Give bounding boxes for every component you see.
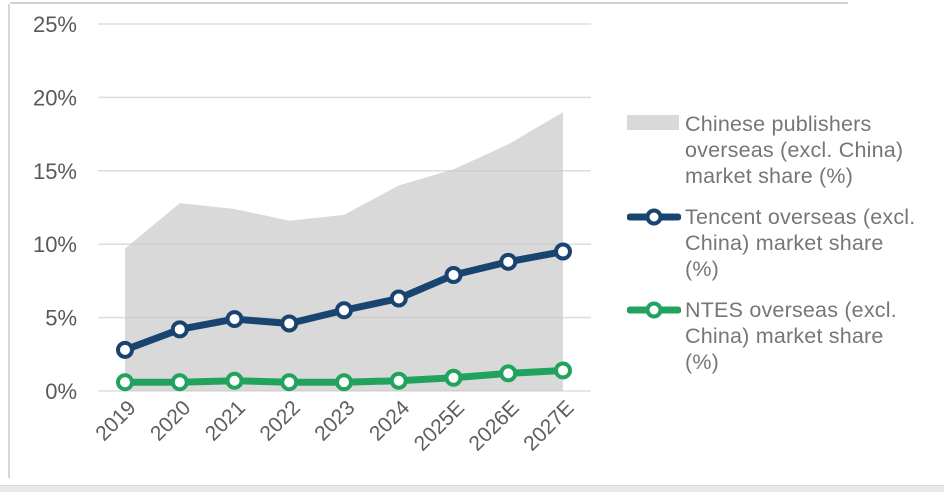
- data-point-marker: [335, 301, 353, 320]
- data-point-marker: [280, 373, 299, 392]
- y-axis-tick-label: 15%: [33, 159, 77, 184]
- data-point-marker: [280, 314, 299, 333]
- legend-label-line: market share (%): [685, 164, 854, 188]
- data-point-marker: [170, 373, 189, 392]
- data-point-marker: [499, 252, 518, 271]
- area-series: [125, 112, 563, 391]
- x-axis-tick-label: 2026E: [465, 396, 524, 455]
- legend-label: NTES overseas (excl. China) market share…: [685, 297, 897, 375]
- card-border-top: [10, 2, 848, 4]
- legend-label-line: Chinese publishers: [685, 112, 872, 136]
- x-axis-tick-label: 2025E: [410, 396, 469, 455]
- data-point-marker: [444, 266, 463, 285]
- data-point-marker: [225, 371, 244, 390]
- chart-legend: Chinese publishers overseas (excl. China…: [627, 111, 932, 375]
- data-point-marker: [116, 373, 134, 392]
- x-axis-tick-label: 2022: [255, 396, 304, 445]
- y-axis-tick-label: 5%: [45, 306, 77, 331]
- data-point-marker: [170, 320, 189, 339]
- legend-label-line: China) market share: [685, 231, 884, 255]
- x-axis-tick-label: 2023: [310, 396, 359, 445]
- x-axis-tick-label: 2019: [91, 396, 140, 445]
- data-point-marker: [225, 310, 244, 329]
- line-marker-swatch-icon: [627, 301, 681, 319]
- card-bottom-strip: [0, 485, 944, 492]
- data-point-marker: [116, 340, 134, 359]
- legend-label: Tencent overseas (excl. China) market sh…: [685, 204, 915, 282]
- legend-label-line: China) market share: [685, 324, 884, 348]
- x-axis-tick-label: 2021: [201, 396, 250, 445]
- legend-label-line: NTES overseas (excl.: [685, 298, 897, 322]
- data-point-marker: [554, 361, 572, 380]
- x-axis-tick-label: 2024: [365, 396, 415, 446]
- data-point-marker: [499, 364, 518, 383]
- legend-label-line: Tencent overseas (excl.: [685, 205, 916, 229]
- legend-item-ntes: NTES overseas (excl. China) market share…: [627, 297, 932, 375]
- legend-label-line: (%): [685, 257, 720, 281]
- legend-label: Chinese publishers overseas (excl. China…: [685, 111, 903, 189]
- data-point-marker: [554, 242, 572, 261]
- legend-item-chinese-publishers: Chinese publishers overseas (excl. China…: [627, 111, 932, 189]
- x-axis-tick-label: 2027E: [519, 396, 578, 455]
- legend-label-line: overseas (excl. China): [685, 138, 904, 162]
- data-point-marker: [335, 373, 353, 392]
- legend-item-tencent: Tencent overseas (excl. China) market sh…: [627, 204, 932, 282]
- legend-label-line: (%): [685, 350, 720, 374]
- y-axis-tick-label: 10%: [33, 232, 77, 257]
- y-axis-tick-label: 0%: [45, 379, 77, 404]
- data-point-marker: [444, 368, 463, 387]
- data-point-marker: [389, 371, 408, 390]
- data-point-marker: [389, 289, 408, 308]
- card-border-left: [8, 4, 10, 478]
- area-swatch-icon: [627, 115, 679, 130]
- x-axis-tick-label: 2020: [146, 396, 195, 445]
- y-axis-tick-label: 25%: [33, 12, 77, 37]
- y-axis-tick-label: 20%: [33, 85, 77, 110]
- line-marker-swatch-icon: [627, 208, 681, 226]
